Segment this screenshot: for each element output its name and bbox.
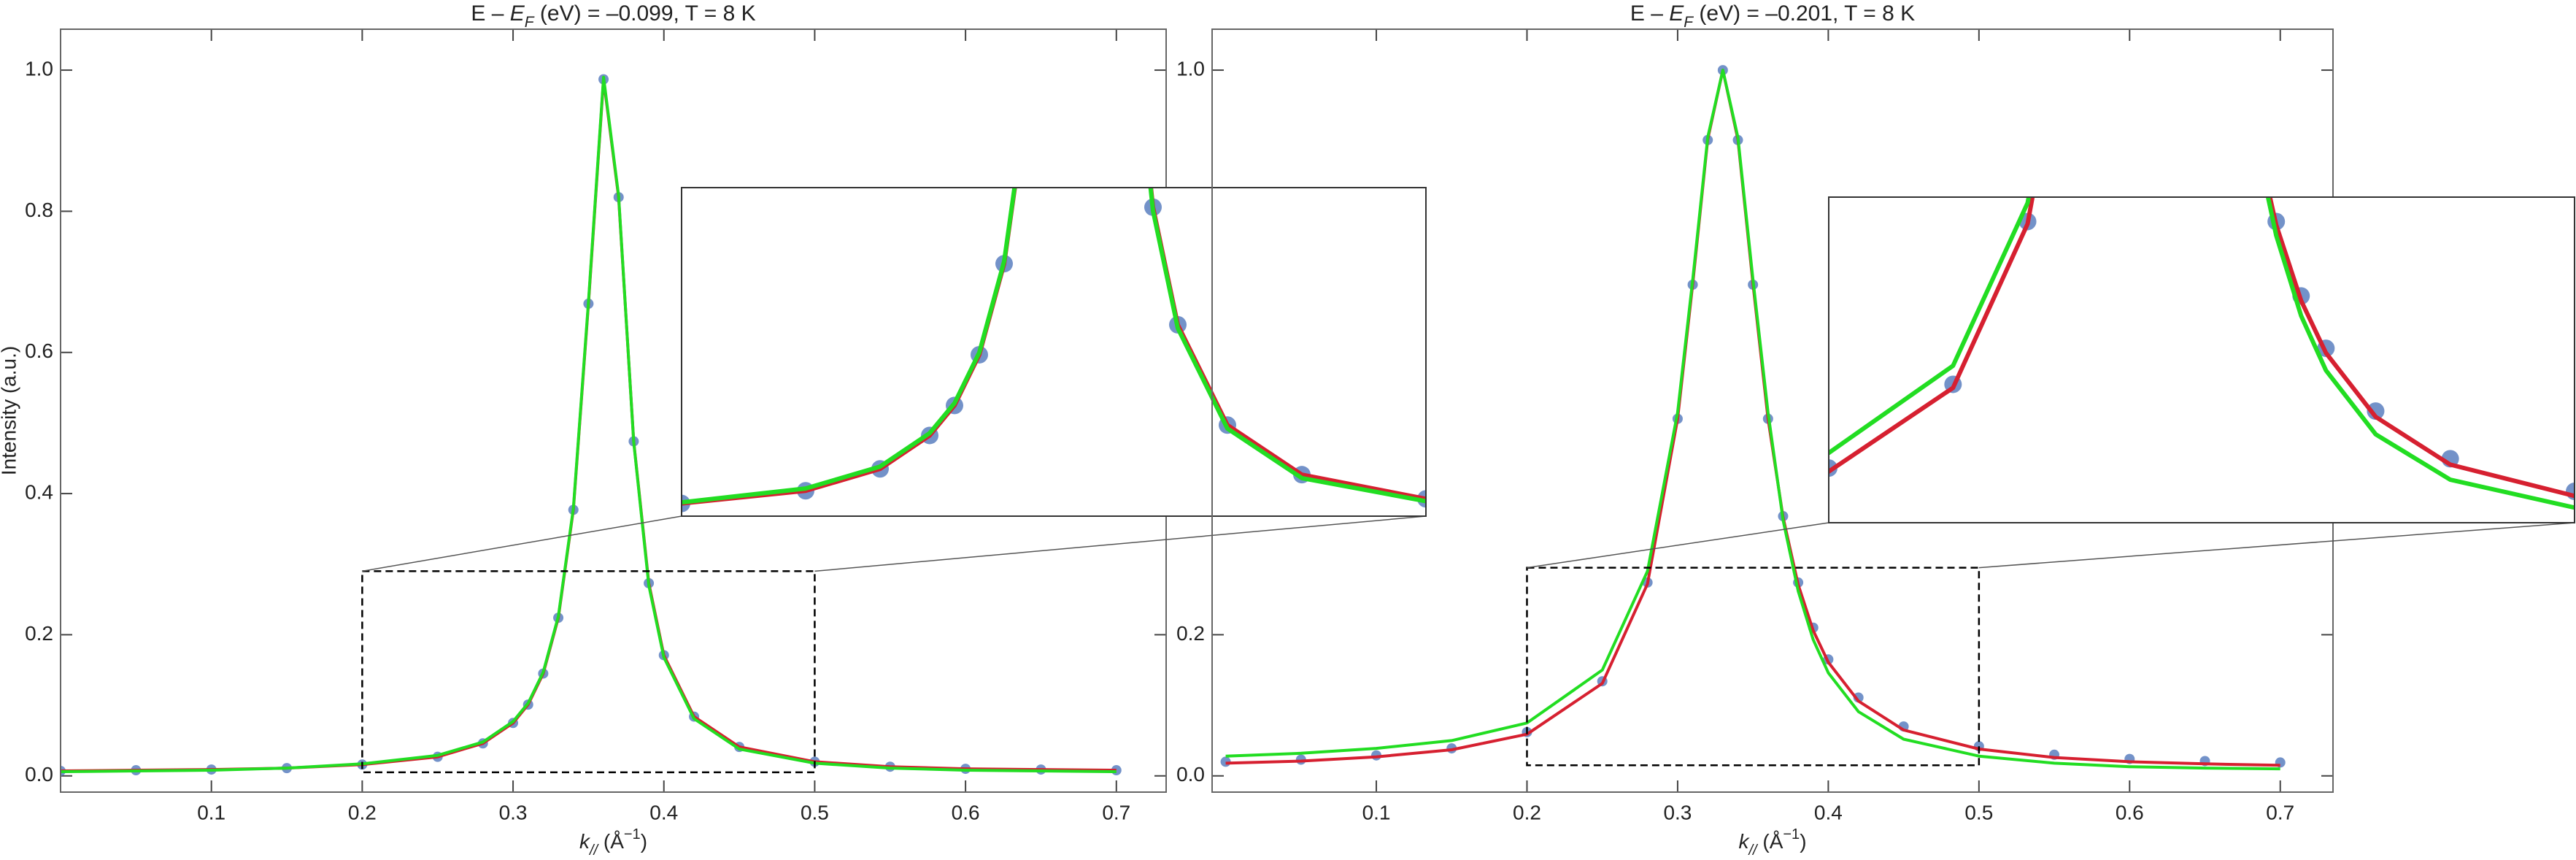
inset-bg [682,188,1426,516]
x-tick-label: 0.7 [2266,801,2294,823]
x-label-part: −1 [624,826,641,842]
chart-title: E – EF (eV) = –0.099, T = 8 K [471,1,755,31]
inset [1447,104,2575,522]
chart-title: E – EF (eV) = –0.201, T = 8 K [1630,1,1915,31]
title-part: E – [1630,1,1669,26]
data-point [2243,104,2260,121]
data-point [1696,486,1713,504]
x-tick-label: 0.2 [348,801,377,823]
x-tick-label: 0.6 [952,801,980,823]
x-tick-label: 0.5 [1964,801,1993,823]
x-label-part: // [588,842,600,859]
data-point [425,503,442,521]
x-label-part: (Å [598,830,624,853]
connector [1978,522,2575,569]
y-tick-label: 0.0 [25,763,53,786]
title-part: (eV) = –0.201, T = 8 K [1693,1,1915,26]
y-tick-label: 0.8 [25,199,53,221]
data-point [1020,79,1038,96]
y-tick-label: 0.2 [1176,622,1205,645]
zoom-box [361,570,816,774]
x-tick-label: 0.1 [197,801,225,823]
connector [362,515,682,572]
y-tick-label: 1.0 [1176,57,1205,80]
y-axis-label: Intensity (a.u.) [0,346,20,475]
inset-frame [681,187,1427,517]
title-part: E – [471,1,509,26]
data-point [549,501,566,518]
connector [1527,522,1829,569]
title-part: (eV) = –0.099, T = 8 K [534,1,756,26]
x-tick-label: 0.4 [1814,801,1843,823]
data-point [1541,498,1559,515]
data-point [1665,502,1683,519]
panel: 0.1 0.2 0.3 0.4 0.5 0.6 0.7 0.0 0.2 1.0 E – EF (eV… [1176,1,2575,859]
zoom-box [1526,567,1981,767]
data-point [177,505,194,523]
x-label-part: (Å [1757,830,1783,853]
x-label-part: k [579,830,591,853]
data-point [1789,503,1807,521]
title-part: E [510,1,525,26]
x-label-part: ) [1800,830,1806,853]
x-tick-label: 0.6 [2116,801,2144,823]
inset [177,79,1807,523]
panel: 0.1 0.2 0.3 0.4 0.5 0.6 0.7 0.0 0.2 0.4 0.6 0.8 1.0 E… [0,1,1807,859]
fit-line [1225,69,2280,771]
connector [814,515,1427,572]
x-tick-label: 0.4 [649,801,678,823]
x-label-part: k [1738,830,1750,853]
y-tick-label: 1.0 [25,57,53,80]
data-point [2367,402,2385,421]
y-tick-label: 0.6 [25,339,53,362]
x-tick-label: 0.5 [801,801,829,823]
title-part: F [1684,14,1694,31]
y-tick-label: 0.2 [25,622,53,645]
x-tick-label: 0.7 [1102,801,1130,823]
x-label-part: ) [641,830,647,853]
x-tick-label: 0.2 [1513,801,1541,823]
y-tick-label: 0.4 [25,480,53,503]
data-point [301,504,318,521]
x-label-part: −1 [1783,826,1800,842]
y-tick-label: 0.0 [1176,763,1205,786]
x-tick-label: 0.3 [1663,801,1692,823]
x-tick-label: 0.3 [499,801,528,823]
title-part: F [525,14,535,31]
inset-bg [1829,197,2575,523]
x-axis-label: k// (Å−1) [1738,826,1806,859]
x-tick-label: 0.1 [1362,801,1391,823]
x-axis-label: k// (Å−1) [579,826,647,859]
title-part: E [1669,1,1684,26]
inset-frame [1828,196,2575,523]
data-point [1571,498,1589,515]
x-label-part: // [1747,842,1759,859]
data-point [1447,504,1465,522]
